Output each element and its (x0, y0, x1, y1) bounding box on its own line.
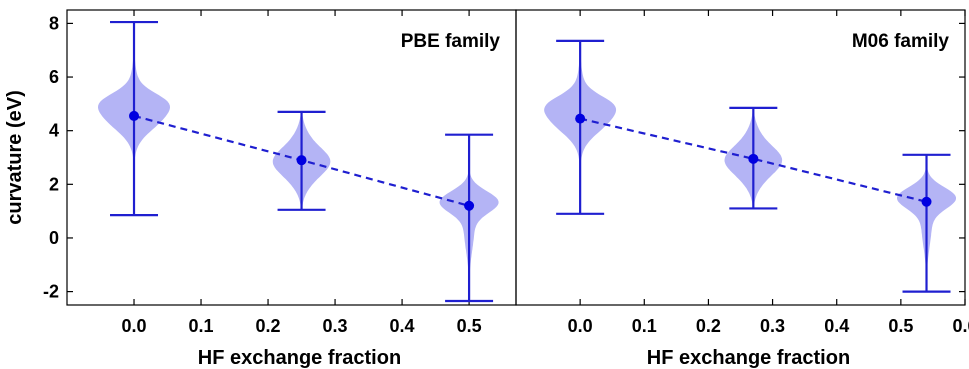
x-tick-label: 0.1 (632, 316, 657, 336)
x-axis-title: HF exchange fraction (647, 347, 850, 369)
mean-point (575, 113, 586, 124)
y-tick-label: 0 (49, 228, 59, 248)
y-tick-label: -2 (43, 282, 59, 302)
x-tick-label: 0.3 (323, 316, 348, 336)
panel-title: PBE family (401, 31, 501, 52)
panel-frame (515, 9, 966, 306)
y-tick-label: 4 (49, 121, 59, 141)
x-tick-label: 0.5 (457, 316, 482, 336)
mean-point (464, 200, 475, 211)
x-tick-label: 0.3 (760, 316, 785, 336)
x-tick-label: 0.2 (256, 316, 281, 336)
y-tick-label: 2 (49, 174, 59, 194)
x-tick-label: 0.1 (189, 316, 214, 336)
x-tick-label: 0.5 (888, 316, 913, 336)
mean-point (921, 196, 932, 207)
x-tick-label: 0.6 (952, 316, 969, 336)
y-tick-label: 8 (49, 13, 59, 33)
mean-point (129, 110, 140, 121)
panel-title: M06 family (852, 31, 950, 52)
x-tick-label: 0.4 (824, 316, 849, 336)
x-axis-title: HF exchange fraction (198, 347, 401, 369)
mean-point (748, 153, 759, 164)
panel-2: 0.0 0.1 0.2 0.3 0.4 0.5 0.6 HF exchange fractio… (515, 9, 969, 369)
y-axis: 8 6 4 2 0 -2 curvature (eV) (4, 13, 965, 302)
mean-point (296, 155, 307, 166)
x-tick-label: 0.0 (121, 316, 146, 336)
x-tick-label: 0.0 (568, 316, 593, 336)
panel-1: 0.0 0.1 0.2 0.3 0.4 0.5 HF exchange fraction PB… (66, 9, 517, 369)
y-tick-label: 6 (49, 67, 59, 87)
x-tick-label: 0.4 (390, 316, 415, 336)
y-axis-title: curvature (eV) (4, 90, 26, 225)
x-tick-label: 0.2 (696, 316, 721, 336)
